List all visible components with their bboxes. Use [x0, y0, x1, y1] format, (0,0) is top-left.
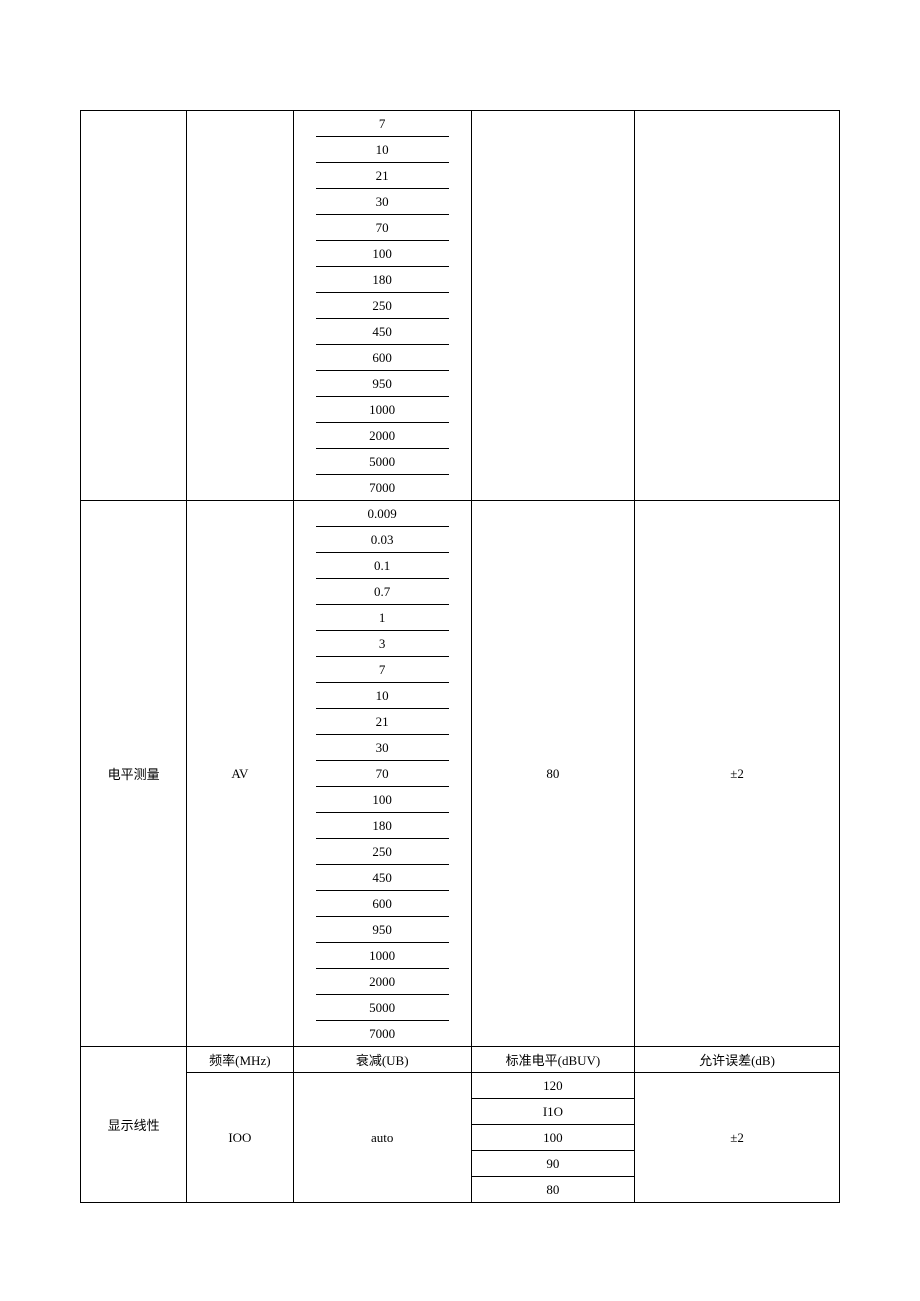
section2-gap-left [293, 501, 316, 1047]
section1-value: 950 [316, 371, 449, 397]
av-label: AV [187, 501, 293, 1047]
section1-value: 1000 [316, 397, 449, 423]
section2-value: 0.1 [316, 553, 449, 579]
section1-gap-left [293, 111, 316, 501]
section1-value: 450 [316, 319, 449, 345]
section2-value: 7 [316, 657, 449, 683]
section3-value: 100 [471, 1125, 634, 1151]
section2-gap-right [449, 501, 472, 1047]
specification-table: 7102130701001802504506009501000200050007… [80, 110, 840, 1203]
standard-80-label: 80 [471, 501, 634, 1047]
section2-value: 70 [316, 761, 449, 787]
freq-100-label: IOO [187, 1073, 293, 1203]
section1-col5 [635, 111, 840, 501]
section1-col4 [471, 111, 634, 501]
section3-value: I1O [471, 1099, 634, 1125]
section2-value: 950 [316, 917, 449, 943]
allowed-error-header: 允许误差(dB) [635, 1047, 840, 1073]
section2-value: 600 [316, 891, 449, 917]
section3-value: 90 [471, 1151, 634, 1177]
section1-value: 10 [316, 137, 449, 163]
section2-value: 10 [316, 683, 449, 709]
section2-value: 0.03 [316, 527, 449, 553]
auto-label: auto [293, 1073, 471, 1203]
section1-col2 [187, 111, 293, 501]
section2-value: 1000 [316, 943, 449, 969]
section1-value: 250 [316, 293, 449, 319]
section2-value: 1 [316, 605, 449, 631]
tolerance-2b-label: ±2 [635, 1073, 840, 1203]
section1-row: 7 [81, 111, 840, 137]
section1-value: 600 [316, 345, 449, 371]
section2-value: 7000 [316, 1021, 449, 1047]
tolerance-2-label: ±2 [635, 501, 840, 1047]
section2-value: 180 [316, 813, 449, 839]
attenuation-header: 衰减(UB) [293, 1047, 471, 1073]
section1-value: 180 [316, 267, 449, 293]
section1-value: 7 [316, 111, 449, 137]
section1-value: 21 [316, 163, 449, 189]
section2-value: 0.7 [316, 579, 449, 605]
standard-level-header: 标准电平(dBUV) [471, 1047, 634, 1073]
section2-value: 21 [316, 709, 449, 735]
section2-row: 电平测量AV0.00980±2 [81, 501, 840, 527]
section3-header-row: 显示线性频率(MHz)衰减(UB)标准电平(dBUV)允许误差(dB) [81, 1047, 840, 1073]
section1-value: 2000 [316, 423, 449, 449]
section1-value: 100 [316, 241, 449, 267]
section1-gap-right [449, 111, 472, 501]
section2-value: 3 [316, 631, 449, 657]
section2-value: 100 [316, 787, 449, 813]
section1-col1 [81, 111, 187, 501]
section2-value: 450 [316, 865, 449, 891]
section1-value: 30 [316, 189, 449, 215]
section2-value: 0.009 [316, 501, 449, 527]
display-linearity-label: 显示线性 [81, 1047, 187, 1203]
section3-value: 120 [471, 1073, 634, 1099]
section2-value: 5000 [316, 995, 449, 1021]
level-measurement-label: 电平测量 [81, 501, 187, 1047]
frequency-header: 频率(MHz) [187, 1047, 293, 1073]
section2-value: 2000 [316, 969, 449, 995]
section2-value: 30 [316, 735, 449, 761]
section3-value: 80 [471, 1177, 634, 1203]
section1-value: 70 [316, 215, 449, 241]
section3-row: IOOauto120±2 [81, 1073, 840, 1099]
section2-value: 250 [316, 839, 449, 865]
section1-value: 7000 [316, 475, 449, 501]
section1-value: 5000 [316, 449, 449, 475]
